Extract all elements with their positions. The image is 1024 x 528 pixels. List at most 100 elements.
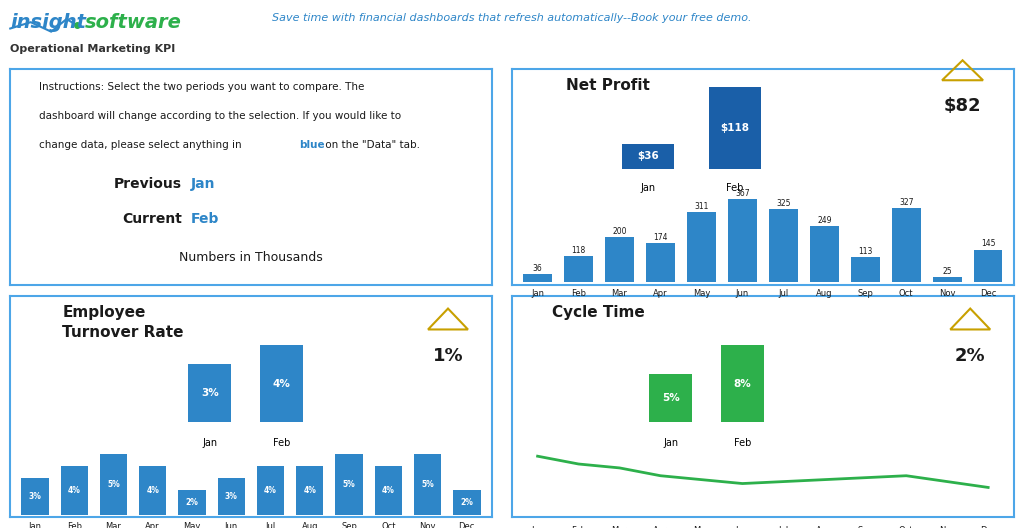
Text: Jun: Jun (224, 522, 238, 528)
Text: Apr: Apr (653, 289, 668, 298)
Text: Operational Marketing KPI: Operational Marketing KPI (10, 44, 175, 54)
Text: May: May (693, 526, 710, 528)
Bar (60, 466, 88, 515)
Bar (257, 466, 285, 515)
Text: 174: 174 (653, 233, 668, 242)
Text: Cycle Time: Cycle Time (552, 305, 644, 320)
Text: Mar: Mar (611, 289, 628, 298)
Text: 5%: 5% (343, 480, 355, 489)
Bar (721, 345, 764, 422)
Text: 5%: 5% (421, 480, 434, 489)
Bar (296, 466, 324, 515)
Text: Sep: Sep (857, 526, 873, 528)
Bar (810, 226, 839, 282)
Text: Feb: Feb (734, 438, 751, 448)
Bar (260, 345, 303, 422)
Text: $118: $118 (720, 123, 750, 133)
Text: Feb: Feb (67, 522, 82, 528)
Text: Instructions: Select the two periods you want to compare. The: Instructions: Select the two periods you… (39, 82, 365, 92)
Text: change data, please select anything in: change data, please select anything in (39, 140, 245, 150)
Bar (139, 466, 167, 515)
Bar (728, 199, 757, 282)
Bar (414, 454, 441, 515)
Bar (564, 256, 593, 282)
Bar (375, 466, 402, 515)
Text: 5%: 5% (662, 393, 680, 403)
Text: 249: 249 (817, 216, 831, 225)
Text: 4%: 4% (68, 486, 81, 495)
Text: Mar: Mar (105, 522, 122, 528)
Text: 325: 325 (776, 199, 791, 208)
Text: Jan: Jan (640, 183, 655, 193)
Text: Jan: Jan (203, 438, 217, 448)
Text: 3%: 3% (201, 389, 219, 398)
Text: software: software (85, 13, 182, 32)
Text: Apr: Apr (653, 526, 668, 528)
Text: Feb: Feb (190, 212, 219, 226)
Bar (99, 454, 127, 515)
Text: Jan: Jan (29, 522, 42, 528)
Text: dashboard will change according to the selection. If you would like to: dashboard will change according to the s… (39, 111, 401, 121)
Text: Apr: Apr (145, 522, 160, 528)
Text: 118: 118 (571, 246, 586, 254)
Text: 2%: 2% (955, 347, 985, 365)
Text: on the "Data" tab.: on the "Data" tab. (323, 140, 420, 150)
Text: Oct: Oct (899, 289, 913, 298)
Bar (622, 144, 674, 169)
Text: Jun: Jun (736, 526, 749, 528)
Text: Previous: Previous (114, 177, 181, 191)
Bar (974, 250, 1002, 282)
Text: insight: insight (10, 13, 86, 32)
Text: Feb: Feb (571, 289, 586, 298)
Text: Dec: Dec (980, 526, 996, 528)
Bar (217, 478, 245, 515)
Bar (605, 237, 634, 282)
Text: Net Profit: Net Profit (566, 78, 650, 92)
Text: 2%: 2% (461, 498, 473, 507)
Bar (687, 212, 716, 282)
Bar (188, 364, 231, 422)
Text: Dec: Dec (980, 289, 996, 298)
Text: Dec: Dec (459, 522, 475, 528)
Text: Nov: Nov (419, 522, 436, 528)
Text: Nov: Nov (939, 526, 955, 528)
Text: Save time with financial dashboards that refresh automatically--Book your free d: Save time with financial dashboards that… (272, 13, 752, 23)
Text: Numbers in Thousands: Numbers in Thousands (179, 251, 323, 264)
Text: 4%: 4% (264, 486, 276, 495)
Bar (769, 209, 798, 282)
Bar (709, 87, 761, 169)
Text: Aug: Aug (301, 522, 318, 528)
Text: 4%: 4% (382, 486, 394, 495)
Text: May: May (693, 289, 710, 298)
Bar (453, 491, 480, 515)
Bar (22, 478, 49, 515)
Text: Aug: Aug (816, 289, 833, 298)
Bar (523, 275, 552, 282)
Bar (851, 257, 880, 282)
Text: Jul: Jul (265, 522, 275, 528)
Text: Employee
Turnover Rate: Employee Turnover Rate (62, 305, 184, 340)
Text: 327: 327 (899, 198, 913, 207)
Text: Jan: Jan (531, 289, 544, 298)
Text: Jan: Jan (531, 526, 544, 528)
Text: 5%: 5% (108, 480, 120, 489)
Text: 311: 311 (694, 202, 709, 211)
Text: Feb: Feb (571, 526, 586, 528)
Text: Sep: Sep (341, 522, 357, 528)
Text: Feb: Feb (273, 438, 290, 448)
Text: 3%: 3% (225, 492, 238, 501)
Bar (178, 491, 206, 515)
Text: 113: 113 (858, 247, 872, 256)
Text: Oct: Oct (381, 522, 395, 528)
Text: 4%: 4% (303, 486, 316, 495)
Text: 4%: 4% (146, 486, 159, 495)
Text: 2%: 2% (185, 498, 199, 507)
Text: Jun: Jun (736, 289, 749, 298)
Text: $82: $82 (944, 97, 981, 115)
Bar (649, 374, 692, 422)
Text: Sep: Sep (857, 289, 873, 298)
Text: $36: $36 (637, 152, 658, 162)
Text: 200: 200 (612, 227, 627, 236)
Text: Current: Current (122, 212, 181, 226)
Text: Jan: Jan (664, 438, 678, 448)
